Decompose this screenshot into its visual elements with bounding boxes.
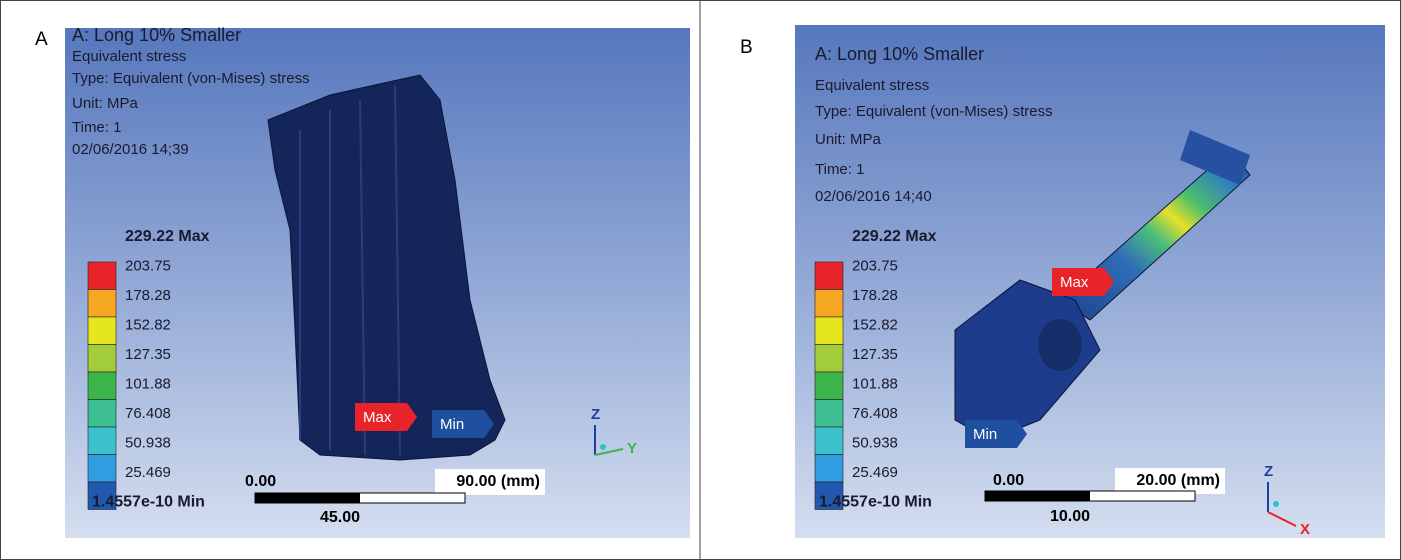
legend-label: 229.22 Max [125, 228, 210, 245]
scale-box [435, 469, 545, 495]
legend-label: 203.75 [125, 257, 171, 274]
legend-label: 1.4557e-10 Min [92, 494, 205, 511]
legend-label: 178.28 [125, 287, 171, 304]
panels: A A: Long 10% Smaller Equivalent stress Typ… [35, 25, 1310, 538]
mesh-hole-b [1038, 319, 1082, 371]
legend-label: 152.82 [125, 316, 171, 333]
scale-middle: 10.00 [1050, 508, 1090, 525]
probe-marker [355, 403, 417, 431]
legend-swatch [814, 426, 844, 455]
legend-swatch [87, 289, 117, 318]
probe-label: Max [1060, 274, 1089, 291]
result-info: Type: Equivalent (von-Mises) stress [815, 103, 1053, 120]
axis-origin [1273, 501, 1279, 507]
result-title: A: Long 10% Smaller [815, 44, 984, 64]
mesh-model-a [267, 74, 506, 461]
axis-label: Z [591, 406, 600, 423]
result-info: Unit: MPa [815, 131, 882, 148]
panel-label: A [35, 29, 48, 50]
legend-label: 76.408 [852, 405, 898, 422]
legend-label: 101.88 [125, 375, 171, 392]
legend-label: 50.938 [125, 434, 171, 451]
result-info: Equivalent stress [72, 48, 186, 65]
legend-swatch [814, 289, 844, 318]
result-info: Unit: MPa [72, 95, 139, 112]
legend-label: 178.28 [852, 287, 898, 304]
result-info: 02/06/2016 14;39 [72, 141, 189, 158]
legend-swatch [87, 426, 117, 455]
mesh-rod-end-b [1180, 130, 1250, 185]
result-info: Equivalent stress [815, 77, 929, 94]
axis-label: X [1300, 521, 1310, 538]
axis-label: Z [1264, 463, 1273, 480]
probe-marker [1052, 268, 1114, 296]
legend-swatch [87, 454, 117, 483]
legend-swatch [814, 399, 844, 428]
legend-swatch [814, 316, 844, 345]
scale-box [1115, 468, 1225, 494]
legend-swatch [87, 344, 117, 373]
legend-swatch [814, 481, 844, 510]
legend-swatch [814, 344, 844, 373]
probe-marker [965, 420, 1027, 448]
legend-label: 25.469 [125, 464, 171, 481]
axis-origin [600, 444, 606, 450]
legend-swatch [87, 261, 117, 290]
legend-label: 203.75 [852, 257, 898, 274]
legend-label: 127.35 [125, 346, 171, 363]
legend-swatch [87, 481, 117, 510]
scale-bar-black [985, 491, 1090, 501]
axis-label: Y [627, 440, 637, 457]
result-title: A: Long 10% Smaller [72, 25, 241, 45]
legend-label: 50.938 [852, 434, 898, 451]
legend-label: 127.35 [852, 346, 898, 363]
scale-start: 0.00 [993, 472, 1024, 489]
scale-end: 20.00 (mm) [1136, 472, 1220, 489]
axis-h [594, 448, 624, 456]
result-info: Type: Equivalent (von-Mises) stress [72, 70, 310, 87]
legend-swatch [87, 399, 117, 428]
result-info: Time: 1 [815, 161, 864, 178]
legend-label: 1.4557e-10 Min [819, 494, 932, 511]
result-info: 02/06/2016 14;40 [815, 188, 932, 205]
probe-label: Min [973, 426, 997, 443]
probe-label: Max [363, 409, 392, 426]
scale-bar-black [255, 493, 360, 503]
scale-start: 0.00 [245, 473, 276, 490]
axis-h [1267, 511, 1297, 527]
panel-label: B [740, 37, 753, 58]
legend-label: 152.82 [852, 316, 898, 333]
legend-label: 101.88 [852, 375, 898, 392]
probe-marker [432, 410, 494, 438]
probe-label: Min [440, 416, 464, 433]
legend-swatch [814, 371, 844, 400]
legend-swatch [814, 261, 844, 290]
legend-label: 76.408 [125, 405, 171, 422]
legend-label: 229.22 Max [852, 228, 937, 245]
legend-swatch [87, 371, 117, 400]
result-info: Time: 1 [72, 119, 121, 136]
mesh-lines-a [299, 84, 401, 456]
legend-swatch [87, 316, 117, 345]
scale-middle: 45.00 [320, 509, 360, 526]
legend-label: 25.469 [852, 464, 898, 481]
scale-end: 90.00 (mm) [456, 473, 540, 490]
legend-swatch [814, 454, 844, 483]
